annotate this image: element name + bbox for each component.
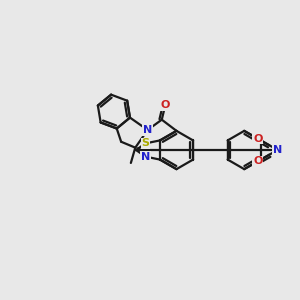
Text: N: N <box>143 125 152 135</box>
Text: S: S <box>142 138 150 148</box>
Text: O: O <box>160 100 170 110</box>
Text: N: N <box>141 152 150 162</box>
Text: N: N <box>273 145 282 155</box>
Text: O: O <box>253 156 262 166</box>
Text: O: O <box>253 134 262 144</box>
